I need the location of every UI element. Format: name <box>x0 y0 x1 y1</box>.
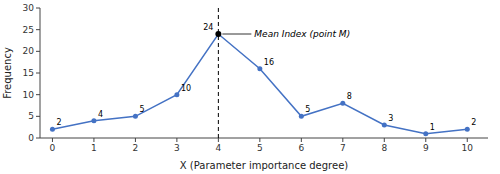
mean-point <box>215 31 221 37</box>
line <box>52 34 467 134</box>
x-tick <box>467 138 468 142</box>
data-label: 4 <box>98 110 103 119</box>
x-tick <box>52 138 53 142</box>
x-axis <box>40 138 488 139</box>
x-tick-label: 6 <box>298 143 304 153</box>
y-tick-label: 0 <box>28 133 34 143</box>
x-tick <box>342 138 343 142</box>
marker <box>133 114 138 119</box>
marker <box>91 118 96 123</box>
y-tick <box>36 138 40 139</box>
data-label: 2 <box>471 118 476 127</box>
x-tick-label: 10 <box>462 143 474 153</box>
x-tick-label: 0 <box>50 143 56 153</box>
plot-area <box>50 8 470 138</box>
marker <box>257 66 262 71</box>
x-tick-label: 5 <box>257 143 263 153</box>
y-tick-label: 30 <box>23 3 35 13</box>
x-axis-label: X (Parameter importance degree) <box>180 160 348 171</box>
chart: 012345678910051015202530X (Parameter imp… <box>0 0 500 174</box>
y-tick <box>36 8 40 9</box>
y-tick <box>36 29 40 30</box>
y-tick <box>36 73 40 74</box>
x-tick-label: 9 <box>423 143 429 153</box>
data-label: 10 <box>181 84 191 93</box>
mean-line <box>218 8 219 138</box>
marker <box>340 101 345 106</box>
x-tick <box>301 138 302 142</box>
data-label: 3 <box>388 114 393 123</box>
x-tick-label: 3 <box>174 143 180 153</box>
y-tick-label: 15 <box>23 68 34 78</box>
marker <box>174 92 179 97</box>
data-label: 5 <box>305 105 310 114</box>
y-tick-label: 5 <box>28 111 34 121</box>
x-tick <box>93 138 94 142</box>
data-label: 1 <box>430 123 435 132</box>
x-tick <box>218 138 219 142</box>
marker <box>216 32 221 37</box>
data-label: 2 <box>56 118 61 127</box>
x-tick <box>176 138 177 142</box>
y-axis-label: Frequency <box>2 47 13 99</box>
y-tick-label: 25 <box>23 25 34 35</box>
marker <box>423 131 428 136</box>
data-label: 8 <box>347 92 352 101</box>
data-label: 16 <box>264 58 274 67</box>
y-tick <box>36 51 40 52</box>
x-tick <box>425 138 426 142</box>
x-tick <box>384 138 385 142</box>
annotation: Mean Index (point M) <box>254 29 350 39</box>
marker <box>382 123 387 128</box>
data-label: 5 <box>139 105 144 114</box>
x-tick <box>259 138 260 142</box>
annotation-leader <box>222 34 251 35</box>
x-tick-label: 7 <box>340 143 346 153</box>
marker <box>50 127 55 132</box>
y-tick <box>36 94 40 95</box>
y-tick-label: 20 <box>23 46 35 56</box>
marker <box>465 127 470 132</box>
x-tick-label: 8 <box>381 143 387 153</box>
y-tick <box>36 116 40 117</box>
marker <box>299 114 304 119</box>
y-tick-label: 10 <box>23 90 35 100</box>
x-tick-label: 2 <box>133 143 139 153</box>
x-tick <box>135 138 136 142</box>
x-tick-label: 4 <box>216 143 222 153</box>
data-label: 24 <box>203 23 213 32</box>
x-tick-label: 1 <box>91 143 97 153</box>
